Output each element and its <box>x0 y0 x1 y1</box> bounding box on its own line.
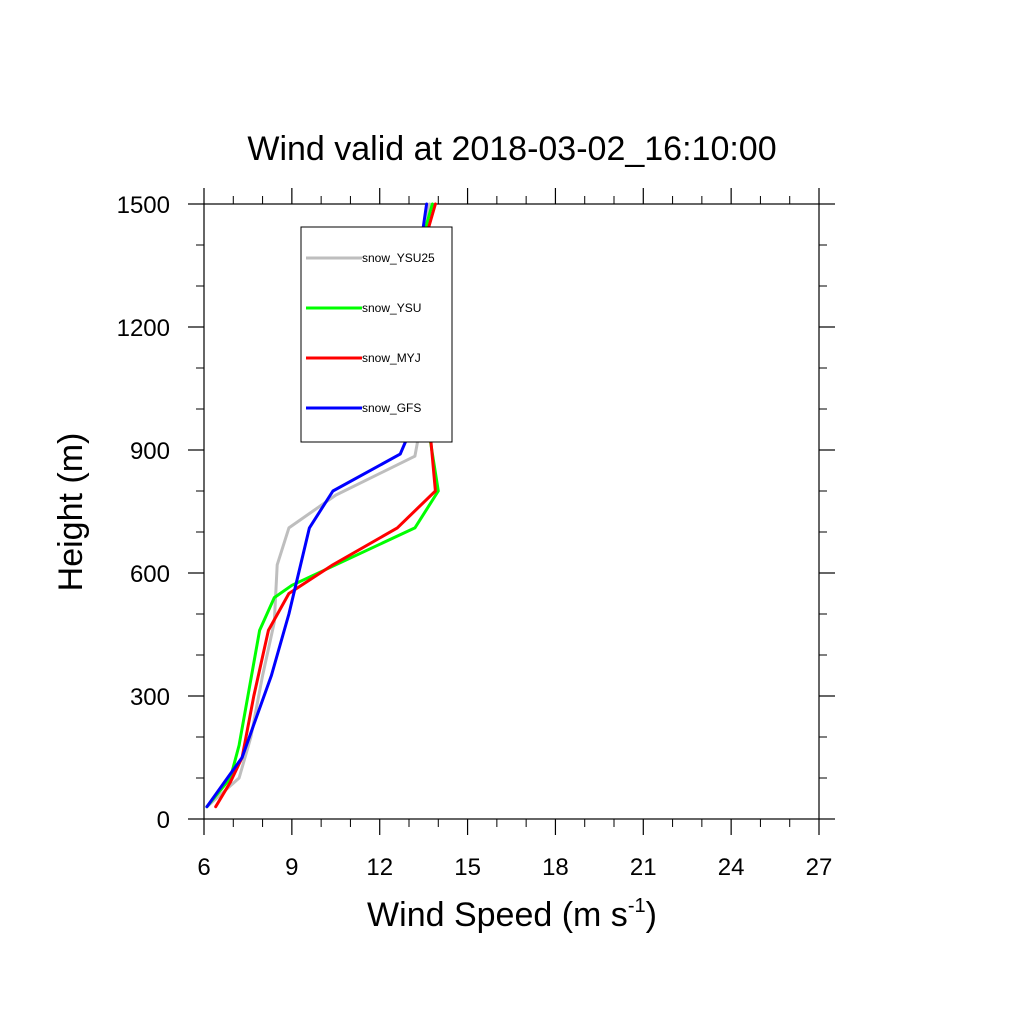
x-axis-title-main: Wind Speed (m s <box>367 896 628 934</box>
x-tick-label: 18 <box>542 854 569 881</box>
legend-label-snow_YSU: snow_YSU <box>362 301 421 315</box>
plot-frame <box>203 203 820 820</box>
x-tick-label: 27 <box>806 854 833 881</box>
legend: snow_YSU25 snow_YSU snow_MYJ snow_GFS <box>306 251 435 415</box>
x-tick-label: 24 <box>718 854 745 881</box>
legend-label-snow_YSU25: snow_YSU25 <box>362 251 435 265</box>
x-axis-title-superscript: -1 <box>628 895 646 917</box>
axes: 6 9 12 15 18 21 24 27 0 300 600 900 1200 1500 <box>117 188 835 881</box>
legend-label-snow_GFS: snow_GFS <box>362 401 421 415</box>
x-axis-title: Wind Speed (m s-1) <box>367 895 657 934</box>
x-tick-label: 6 <box>197 854 210 881</box>
y-tick-label: 300 <box>130 684 170 711</box>
x-tick-label: 9 <box>285 854 298 881</box>
chart-title: Wind valid at 2018-03-02_16:10:00 <box>247 130 776 168</box>
x-tick-label: 12 <box>366 854 393 881</box>
legend-box <box>300 226 453 443</box>
legend-label-snow_MYJ: snow_MYJ <box>362 351 421 365</box>
y-tick-label: 900 <box>130 438 170 465</box>
y-axis-title: Height (m) <box>52 433 90 592</box>
x-tick-label: 21 <box>630 854 657 881</box>
y-tick-label: 600 <box>130 561 170 588</box>
x-tick-label: 15 <box>454 854 481 881</box>
x-axis-title-close: ) <box>646 896 657 934</box>
y-tick-label: 0 <box>157 807 170 834</box>
y-tick-label: 1200 <box>117 315 170 342</box>
y-tick-label: 1500 <box>117 192 170 219</box>
